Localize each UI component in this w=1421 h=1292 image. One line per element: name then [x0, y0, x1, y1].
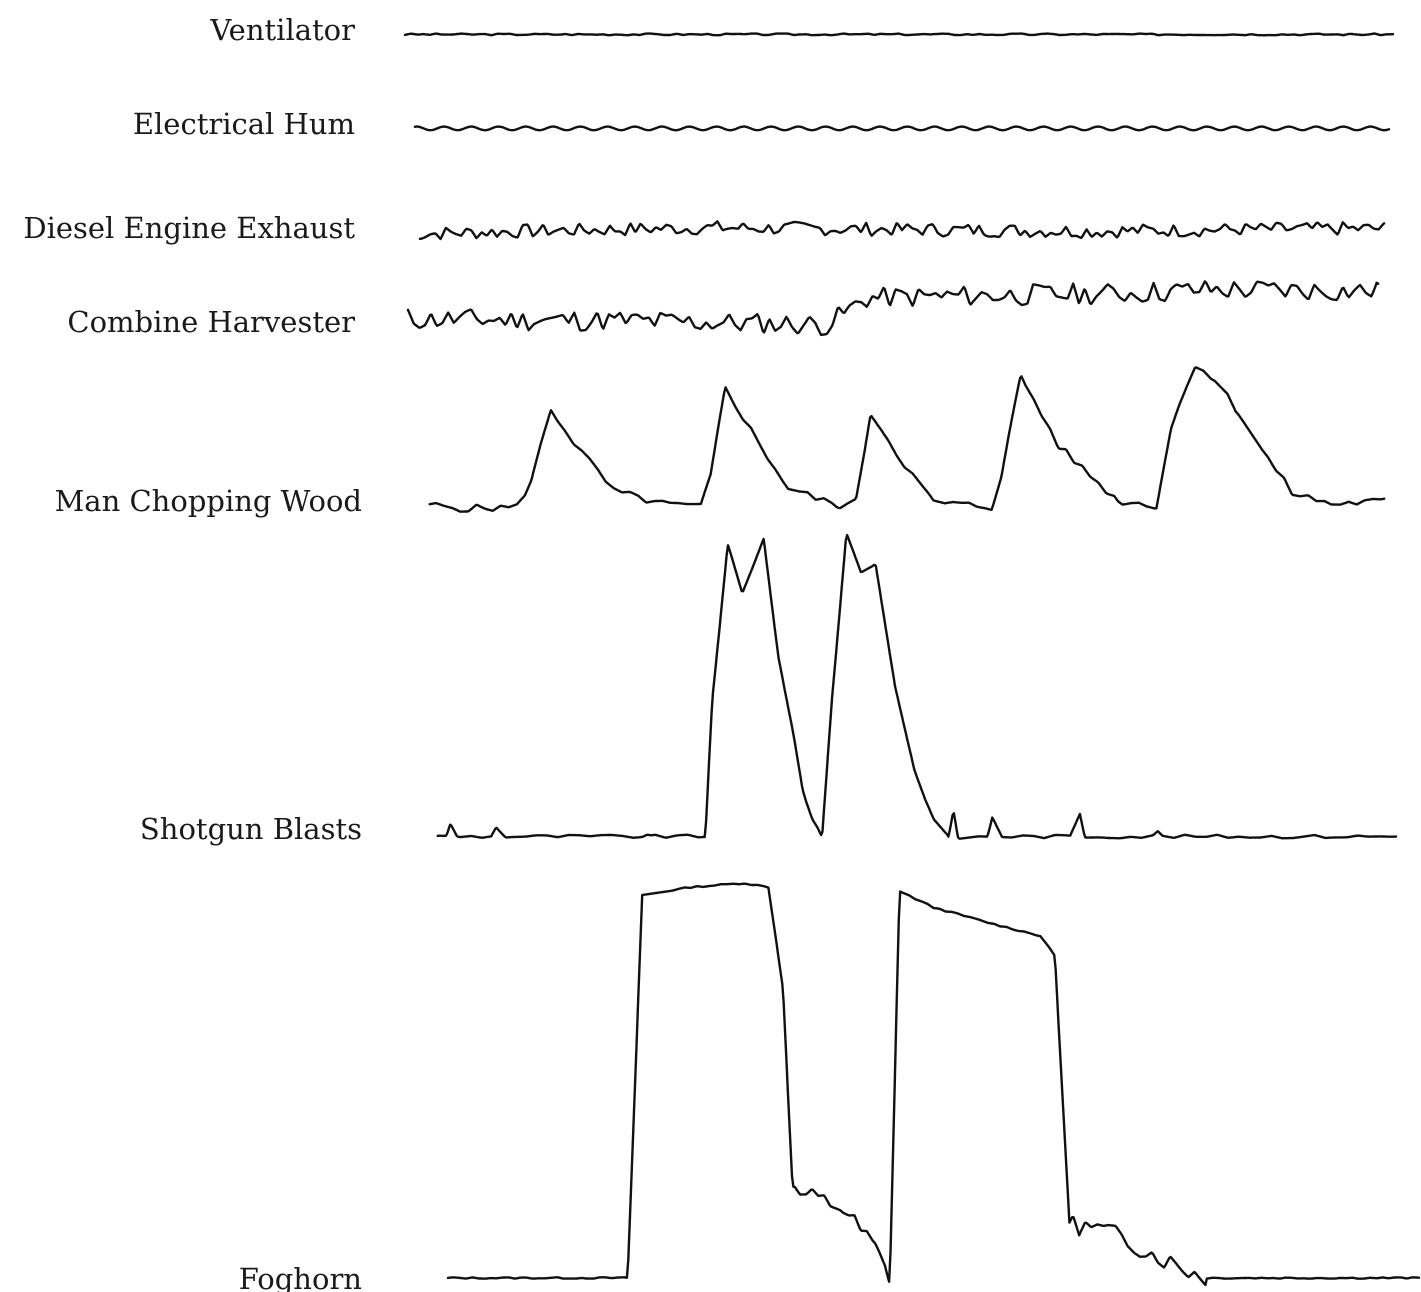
series-label-combine-harvester: Combine Harvester — [67, 305, 355, 339]
trace-man-chopping-wood — [428, 366, 1386, 513]
trace-shotgun-blasts — [436, 533, 1398, 840]
series-label-shotgun-blasts: Shotgun Blasts — [140, 812, 362, 846]
trace-ventilator — [403, 32, 1395, 37]
trace-lines — [403, 32, 1421, 1287]
trace-diesel-engine-exhaust — [418, 220, 1386, 241]
series-label-foghorn: Foghorn — [239, 1262, 362, 1292]
series-label-ventilator: Ventilator — [209, 13, 355, 47]
series-label-diesel-engine-exhaust: Diesel Engine Exhaust — [23, 211, 355, 245]
trace-labels: Ventilator Electrical Hum Diesel Engine … — [23, 13, 362, 1292]
series-label-man-chopping-wood: Man Chopping Wood — [55, 484, 362, 518]
trace-combine-harvester — [406, 280, 1380, 337]
trace-electrical-hum — [413, 125, 1391, 132]
trace-foghorn — [446, 882, 1421, 1287]
series-label-electrical-hum: Electrical Hum — [133, 107, 355, 141]
